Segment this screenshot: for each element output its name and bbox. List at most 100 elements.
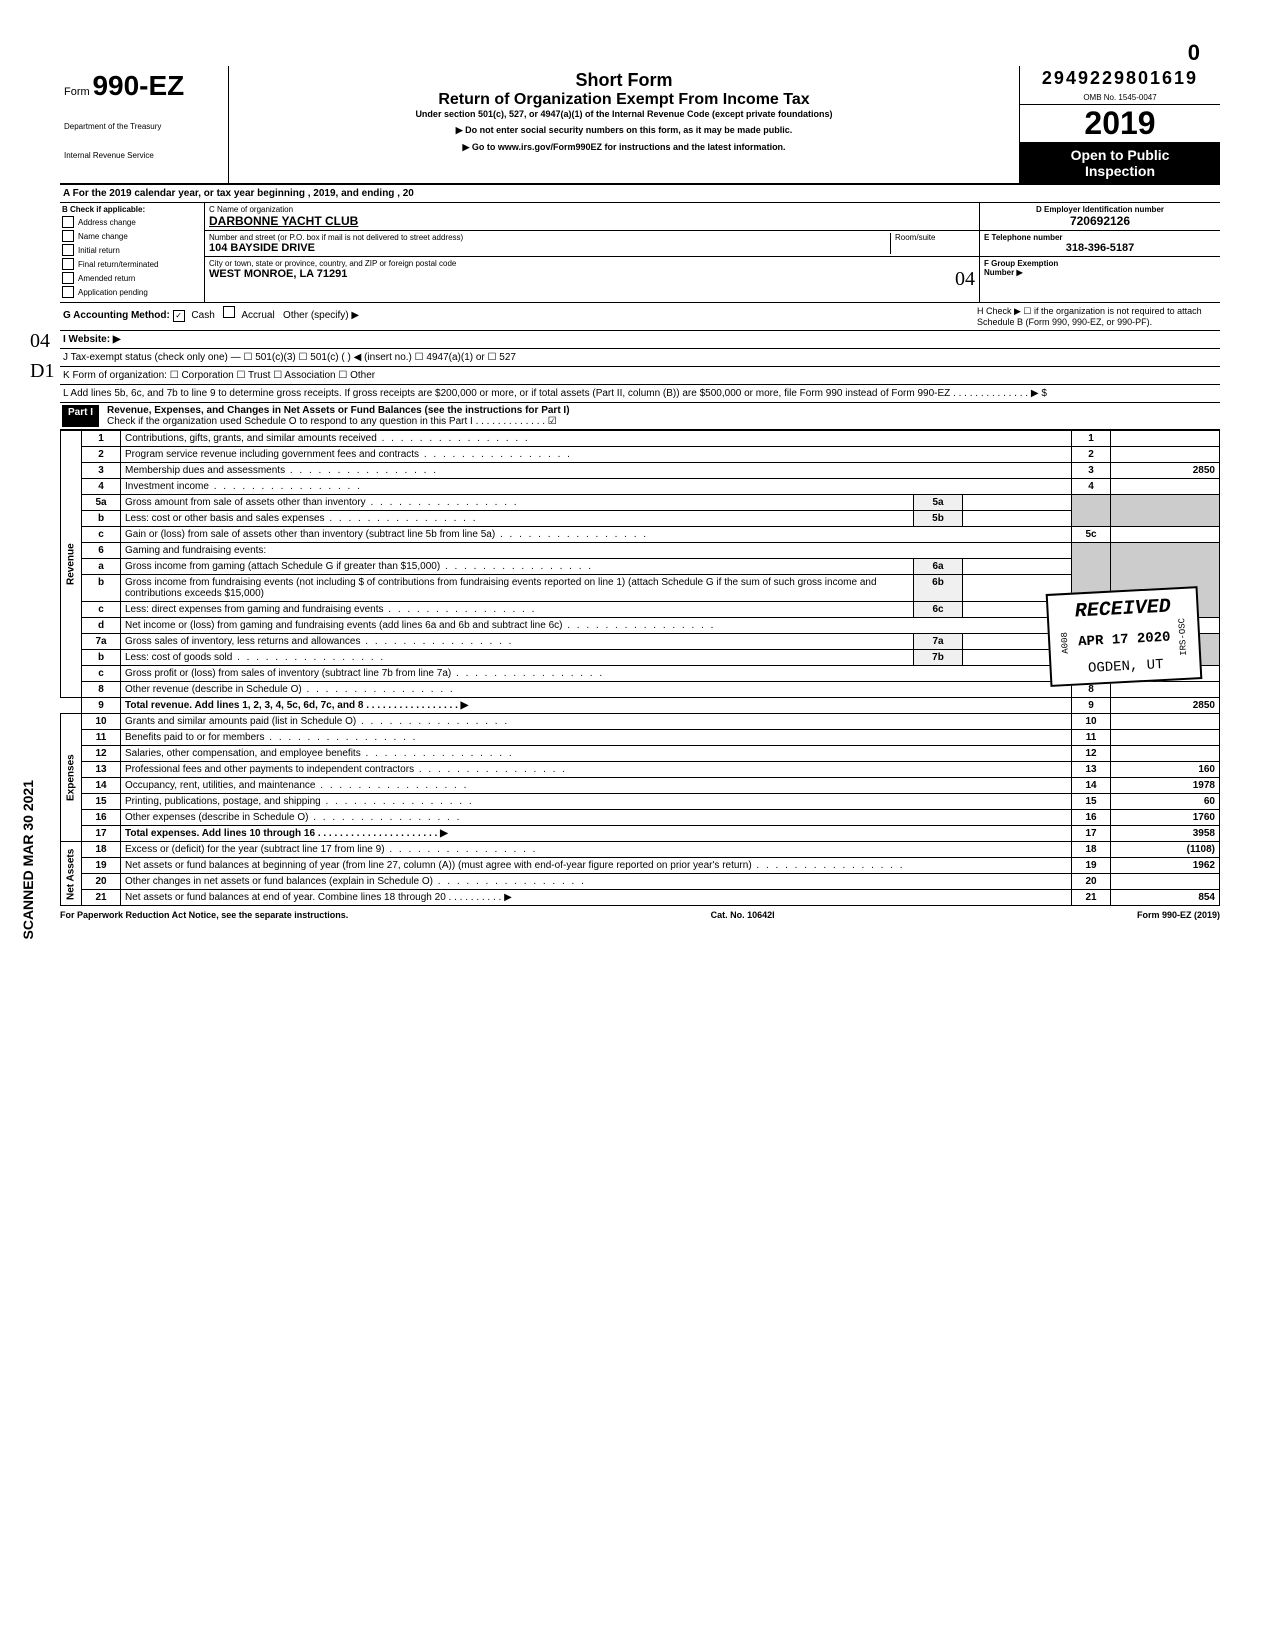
line-5c-val xyxy=(1111,527,1220,543)
line-20-desc: Other changes in net assets or fund bala… xyxy=(121,874,1072,890)
line-12-desc: Salaries, other compensation, and employ… xyxy=(121,746,1072,762)
line-7a-desc: Gross sales of inventory, less returns a… xyxy=(121,634,914,650)
row-i-website: I Website: ▶ xyxy=(60,331,1220,349)
label-l: L Add lines 5b, 6c, and 7b to line 9 to … xyxy=(63,388,1217,399)
line-10-desc: Grants and similar amounts paid (list in… xyxy=(121,714,1072,730)
part1-check: Check if the organization used Schedule … xyxy=(107,416,1218,427)
footer-paperwork: For Paperwork Reduction Act Notice, see … xyxy=(60,910,348,920)
part1-header: Part I Revenue, Expenses, and Changes in… xyxy=(60,403,1220,430)
footer-catno: Cat. No. 10642I xyxy=(711,910,775,920)
label-other-specify: Other (specify) ▶ xyxy=(283,310,359,321)
line-11-val xyxy=(1111,730,1220,746)
line-19-val: 1962 xyxy=(1111,858,1220,874)
col-b-checkboxes: B Check if applicable: Address change Na… xyxy=(60,203,205,302)
line-1-val xyxy=(1111,431,1220,447)
check-accrual[interactable] xyxy=(223,306,235,318)
check-final-return[interactable]: Final return/terminated xyxy=(62,258,202,270)
stamp-date: APR 17 2020 xyxy=(1077,629,1170,650)
open-public: Open to Public Inspection xyxy=(1020,143,1220,183)
row-g-accounting: G Accounting Method: ✓ Cash Accrual Othe… xyxy=(60,303,1220,331)
header-left: Form 990-EZ Department of the Treasury I… xyxy=(60,66,229,183)
label-k: K Form of organization: ☐ Corporation ☐ … xyxy=(63,370,1217,381)
line-13-desc: Professional fees and other payments to … xyxy=(121,762,1072,778)
line-1-num: 1 xyxy=(82,431,121,447)
form-prefix: Form xyxy=(64,86,90,98)
label-street: Number and street (or P.O. box if mail i… xyxy=(209,233,890,242)
check-address-change[interactable]: Address change xyxy=(62,216,202,228)
handwritten-04: 04 xyxy=(955,268,975,291)
label-e-phone: E Telephone number xyxy=(984,233,1216,242)
line-6a-desc: Gross income from gaming (attach Schedul… xyxy=(121,559,914,575)
phone: 318-396-5187 xyxy=(984,242,1216,254)
line-12-val xyxy=(1111,746,1220,762)
line-18-desc: Excess or (deficit) for the year (subtra… xyxy=(121,842,1072,858)
label-website: I Website: ▶ xyxy=(63,334,121,345)
open-public-2: Inspection xyxy=(1024,163,1216,179)
line-10-val xyxy=(1111,714,1220,730)
check-cash[interactable]: ✓ xyxy=(173,310,185,322)
label-b: B Check if applicable: xyxy=(62,205,202,214)
check-initial-return[interactable]: Initial return xyxy=(62,244,202,256)
form-number: 990-EZ xyxy=(92,70,184,101)
part1-label: Part I xyxy=(62,405,99,427)
check-app-pending[interactable]: Application pending xyxy=(62,286,202,298)
line-3-val: 2850 xyxy=(1111,463,1220,479)
line-21-val: 854 xyxy=(1111,890,1220,906)
section-bcdef: B Check if applicable: Address change Na… xyxy=(60,203,1220,303)
dln-suffix: 0 xyxy=(1188,40,1200,66)
label-f-group: F Group Exemption xyxy=(984,259,1216,268)
open-public-1: Open to Public xyxy=(1024,147,1216,163)
title-short-form: Short Form xyxy=(237,70,1011,91)
handwritten-2: D1 xyxy=(30,360,54,383)
dln: 2949229801619 xyxy=(1020,66,1220,91)
line-18-val: (1108) xyxy=(1111,842,1220,858)
line-21-desc: Net assets or fund balances at end of ye… xyxy=(121,890,1072,906)
title-return: Return of Organization Exempt From Incom… xyxy=(237,91,1011,109)
line-13-val: 160 xyxy=(1111,762,1220,778)
line-6b-desc: Gross income from fundraising events (no… xyxy=(121,575,914,602)
omb: OMB No. 1545-0047 xyxy=(1020,91,1220,105)
part1-title: Revenue, Expenses, and Changes in Net As… xyxy=(107,405,1218,416)
line-6a-subval xyxy=(963,559,1072,575)
dept-treasury: Department of the Treasury xyxy=(64,122,224,131)
label-g: G Accounting Method: xyxy=(63,310,170,321)
line-16-val: 1760 xyxy=(1111,810,1220,826)
check-amended[interactable]: Amended return xyxy=(62,272,202,284)
row-k-form-org: K Form of organization: ☐ Corporation ☐ … xyxy=(60,367,1220,385)
org-name: DARBONNE YACHT CLUB xyxy=(209,214,975,228)
line-15-val: 60 xyxy=(1111,794,1220,810)
line-5a-desc: Gross amount from sale of assets other t… xyxy=(121,495,914,511)
line-9-val: 2850 xyxy=(1111,698,1220,714)
line-8-val xyxy=(1111,682,1220,698)
form-990ez: 0 Form 990-EZ Department of the Treasury… xyxy=(60,40,1220,920)
line-1-desc: Contributions, gifts, grants, and simila… xyxy=(121,431,1072,447)
col-def: D Employer Identification number 7206921… xyxy=(980,203,1220,302)
line-17-desc: Total expenses. Add lines 10 through 16 … xyxy=(121,826,1072,842)
row-j-tax-exempt: J Tax-exempt status (check only one) — ☐… xyxy=(60,349,1220,367)
form-header: Form 990-EZ Department of the Treasury I… xyxy=(60,66,1220,185)
line-5a-subval xyxy=(963,495,1072,511)
label-c: C Name of organization xyxy=(209,205,975,214)
line-6c-desc: Less: direct expenses from gaming and fu… xyxy=(121,602,914,618)
city: WEST MONROE, LA 71291 xyxy=(209,268,347,291)
line-5c-desc: Gain or (loss) from sale of assets other… xyxy=(121,527,1072,543)
line-20-val xyxy=(1111,874,1220,890)
instr-web: ▶ Go to www.irs.gov/Form990EZ for instru… xyxy=(237,142,1011,153)
line-6d-desc: Net income or (loss) from gaming and fun… xyxy=(121,618,1072,634)
line-5b-subval xyxy=(963,511,1072,527)
street: 104 BAYSIDE DRIVE xyxy=(209,242,890,254)
check-name-change[interactable]: Name change xyxy=(62,230,202,242)
line-6-desc: Gaming and fundraising events: xyxy=(121,543,1072,559)
received-stamp: RECEIVED A008 APR 17 2020 IRS-OSC OGDEN,… xyxy=(1045,586,1202,687)
line-7b-desc: Less: cost of goods sold xyxy=(121,650,914,666)
line-2-desc: Program service revenue including govern… xyxy=(121,447,1072,463)
label-room: Room/suite xyxy=(895,233,975,242)
header-center: Short Form Return of Organization Exempt… xyxy=(229,66,1019,183)
header-right: 2949229801619 OMB No. 1545-0047 2019 Ope… xyxy=(1019,66,1220,183)
line-2-val xyxy=(1111,447,1220,463)
footer-form: Form 990-EZ (2019) xyxy=(1137,910,1220,920)
section-expenses: Expenses xyxy=(61,714,82,842)
stamp-code: A008 xyxy=(1059,632,1070,654)
label-d-ein: D Employer Identification number xyxy=(984,205,1216,214)
label-city: City or town, state or province, country… xyxy=(209,259,975,268)
